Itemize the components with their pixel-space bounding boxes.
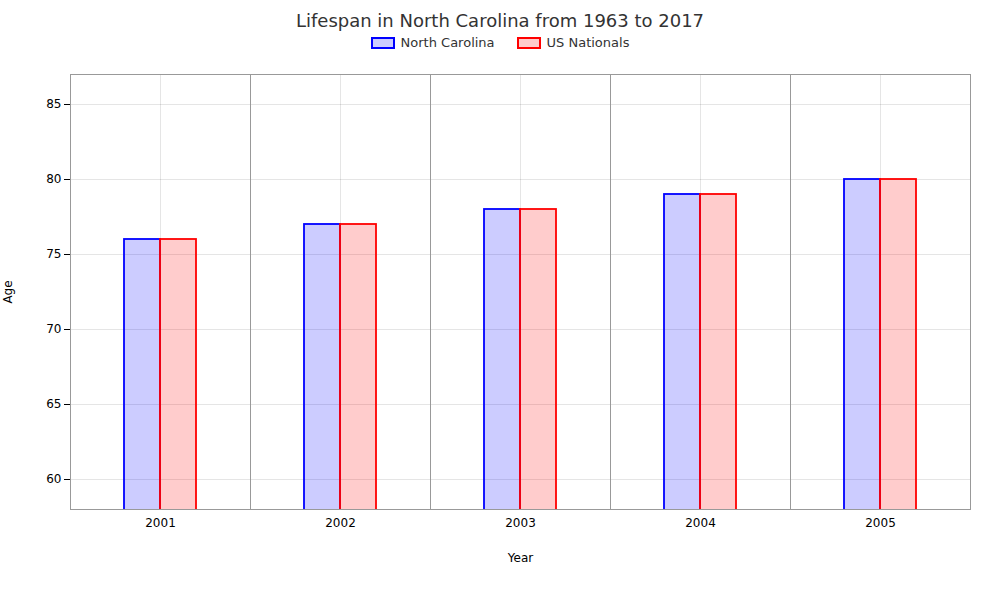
svg-text:80: 80 [46, 172, 61, 186]
svg-text:Age: Age [1, 280, 15, 303]
svg-text:2001: 2001 [145, 516, 176, 530]
svg-text:2002: 2002 [325, 516, 356, 530]
svg-text:Year: Year [507, 551, 533, 565]
html-text:North Carolina: North Carolina [400, 35, 495, 50]
html-text:Lifespan in North Carolina fro: Lifespan in North Carolina from 1963 to … [295, 10, 705, 31]
html-text:US Nationals: US Nationals [546, 35, 630, 50]
svg-text:2004: 2004 [685, 516, 716, 530]
svg-text:2003: 2003 [505, 516, 536, 530]
svg-text:65: 65 [46, 397, 61, 411]
svg-text:75: 75 [46, 247, 61, 261]
svg-text:2005: 2005 [865, 516, 896, 530]
svg-text:60: 60 [46, 472, 61, 486]
svg-text:85: 85 [46, 97, 61, 111]
svg-text:70: 70 [46, 322, 61, 336]
